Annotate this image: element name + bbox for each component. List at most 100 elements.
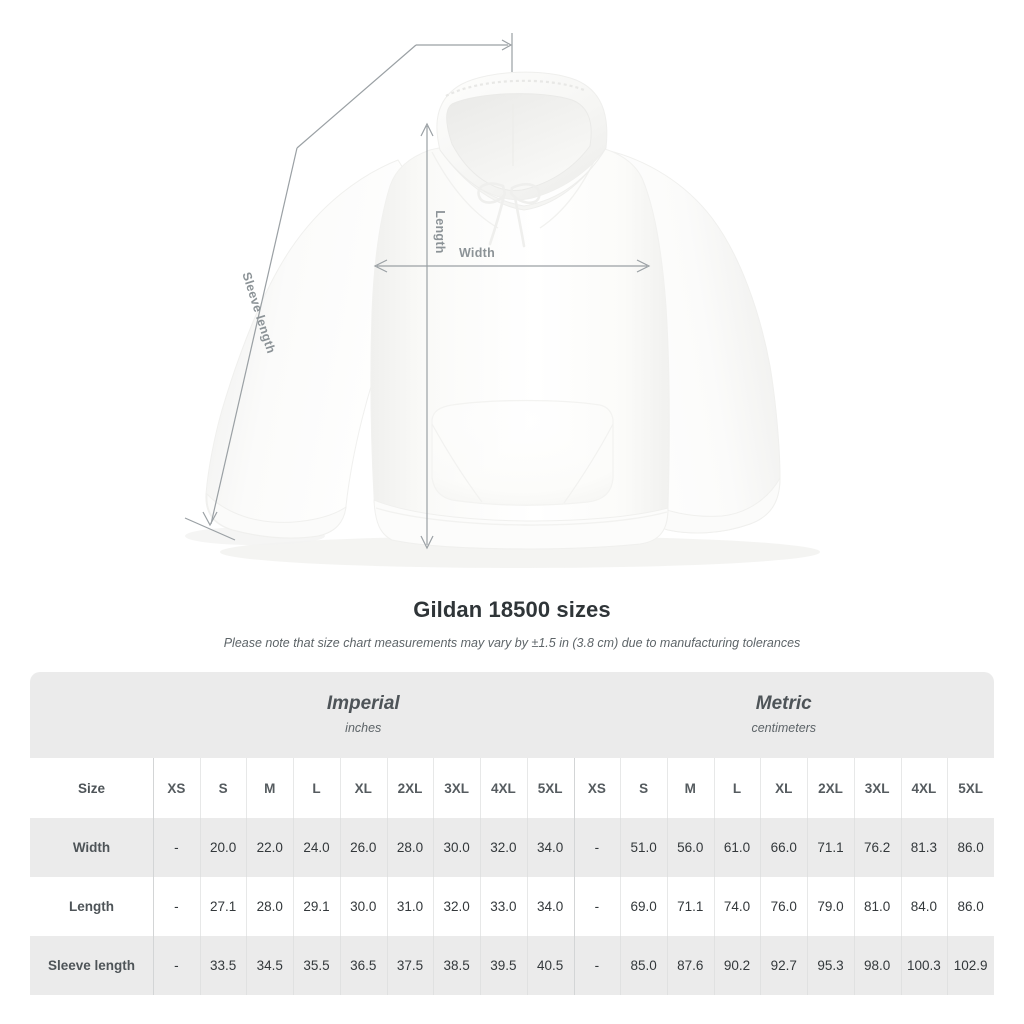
cell-length-imperial-xl: 30.0 <box>339 877 387 936</box>
cell-length-metric-l: 74.0 <box>713 877 761 936</box>
unit-banner-spacer <box>30 672 153 758</box>
cell-width-metric-m: 56.0 <box>666 818 714 877</box>
garment-shadow <box>220 536 820 568</box>
cell-sleeve-length-metric-5xl: 102.9 <box>947 936 995 995</box>
cell-length-metric-xs: - <box>573 877 621 936</box>
header-size-metric-4xl: 4XL <box>900 758 948 818</box>
header-size-imperial-m: M <box>246 758 294 818</box>
sleeve-guide-diagonal-upper <box>296 44 417 149</box>
header-size-imperial-s: S <box>199 758 247 818</box>
cell-width-imperial-4xl: 32.0 <box>480 818 527 877</box>
cell-width-metric-4xl: 81.3 <box>900 818 948 877</box>
cell-width-imperial-s: 20.0 <box>199 818 247 877</box>
cell-sleeve-length-imperial-3xl: 38.5 <box>433 936 481 995</box>
cell-width-metric-5xl: 86.0 <box>947 818 995 877</box>
cell-sleeve-length-metric-l: 90.2 <box>713 936 761 995</box>
cell-width-imperial-xl: 26.0 <box>339 818 387 877</box>
cell-length-imperial-m: 28.0 <box>246 877 294 936</box>
cell-width-metric-l: 61.0 <box>713 818 761 877</box>
cell-sleeve-length-metric-4xl: 100.3 <box>900 936 948 995</box>
neckline <box>439 147 607 211</box>
measurement-guides <box>184 33 651 550</box>
header-size-metric-3xl: 3XL <box>853 758 901 818</box>
cell-sleeve-length-imperial-s: 33.5 <box>199 936 247 995</box>
table-row: Width -20.0 22.0 24.0 26.0 28.0 30.0 32.0 34.0-5… <box>30 818 995 877</box>
header-size-imperial-4xl: 4XL <box>480 758 527 818</box>
width-guide-arrowhead-right <box>636 259 651 273</box>
cell-sleeve-length-imperial-5xl: 40.5 <box>526 936 574 995</box>
cell-sleeve-length-imperial-4xl: 39.5 <box>480 936 527 995</box>
kangaroo-pocket <box>431 399 614 506</box>
tolerance-note: Please note that size chart measurements… <box>223 636 801 650</box>
unit-banner-row: Imperial inches Metric centimeters <box>30 672 995 758</box>
cell-width-metric-xl: 66.0 <box>760 818 808 877</box>
cell-width-imperial-2xl: 28.0 <box>386 818 434 877</box>
row-label-sleeve-length: Sleeve length <box>30 936 153 995</box>
cell-length-imperial-2xl: 31.0 <box>386 877 434 936</box>
cell-width-imperial-m: 22.0 <box>246 818 294 877</box>
cell-width-metric-2xl: 71.1 <box>807 818 854 877</box>
cell-sleeve-length-metric-xl: 92.7 <box>760 936 808 995</box>
title-block: Gildan 18500 sizes Please note that size… <box>0 596 1024 651</box>
page-title: Gildan 18500 sizes <box>413 597 611 622</box>
cell-sleeve-length-metric-xs: - <box>573 936 621 995</box>
cell-sleeve-length-imperial-xl: 36.5 <box>339 936 387 995</box>
header-size-imperial-xs: XS <box>153 758 200 818</box>
cell-length-imperial-5xl: 34.0 <box>526 877 574 936</box>
hem-seam <box>375 507 668 526</box>
pocket-right-seam <box>563 423 614 504</box>
header-size-metric-m: M <box>666 758 714 818</box>
size-header-row: Size XS S M L XL 2XL 3XL 4XL 5XL XS S M L XL 2XL 3XL 4XL 5… <box>30 758 995 818</box>
header-size-imperial-5xl: 5XL <box>526 758 574 818</box>
header-size-metric-xs: XS <box>573 758 621 818</box>
length-guide-arrowhead-top <box>420 122 434 137</box>
sleeve-guide-tick-bottom <box>184 517 236 541</box>
left-cuff <box>206 492 347 539</box>
unit-sub-imperial: inches <box>345 721 382 735</box>
row-label-length: Length <box>30 877 153 936</box>
cell-sleeve-length-metric-m: 87.6 <box>666 936 714 995</box>
sleeve-guide-arrowhead-top <box>501 39 513 51</box>
shoulder-seam-left <box>431 151 499 229</box>
cell-sleeve-length-imperial-2xl: 37.5 <box>386 936 434 995</box>
width-label: Width <box>459 246 495 260</box>
cell-sleeve-length-imperial-l: 35.5 <box>293 936 340 995</box>
length-guide-arrowhead-bottom <box>420 535 434 550</box>
unit-banner-imperial: Imperial inches <box>153 672 574 758</box>
header-size-imperial-2xl: 2XL <box>386 758 434 818</box>
cell-length-metric-3xl: 81.0 <box>853 877 901 936</box>
cell-length-metric-m: 71.1 <box>666 877 714 936</box>
unit-banner-metric: Metric centimeters <box>573 672 995 758</box>
header-size-metric-l: L <box>713 758 761 818</box>
header-size-imperial-l: L <box>293 758 340 818</box>
unit-name-metric: Metric <box>755 693 812 714</box>
cell-sleeve-length-metric-2xl: 95.3 <box>807 936 854 995</box>
garment-shape <box>185 71 820 568</box>
header-size-imperial-3xl: 3XL <box>433 758 481 818</box>
width-guide-arrowhead-left <box>373 259 388 273</box>
sleeve-guide-diagonal-lower <box>210 147 298 525</box>
table-row: Sleeve length - 33.5 34.5 35.5 36.5 37.5 38.5 39… <box>30 936 995 995</box>
cell-sleeve-length-metric-3xl: 98.0 <box>853 936 901 995</box>
header-size-metric-5xl: 5XL <box>947 758 995 818</box>
unit-name-imperial: Imperial <box>326 693 400 714</box>
hood-edge-stitch <box>445 79 585 97</box>
hood-inner <box>446 93 592 191</box>
cell-sleeve-length-imperial-m: 34.5 <box>246 936 294 995</box>
header-size-metric-xl: XL <box>760 758 808 818</box>
cell-width-imperial-l: 24.0 <box>293 818 340 877</box>
unit-sub-metric: centimeters <box>751 721 817 735</box>
cell-length-metric-2xl: 79.0 <box>807 877 854 936</box>
header-size-metric-s: S <box>620 758 667 818</box>
size-chart-table-wrapper: Imperial inches Metric centimeters Size XS S M L… <box>30 672 995 995</box>
header-size-metric-2xl: 2XL <box>807 758 854 818</box>
cell-length-metric-xl: 76.0 <box>760 877 808 936</box>
row-label-width: Width <box>30 818 153 877</box>
cell-length-imperial-l: 29.1 <box>293 877 340 936</box>
cell-length-metric-s: 69.0 <box>620 877 667 936</box>
size-chart-table: Imperial inches Metric centimeters Size XS S M L… <box>30 672 995 995</box>
cell-width-imperial-3xl: 30.0 <box>433 818 481 877</box>
pocket-left-seam <box>431 423 483 503</box>
drawstring-bow <box>477 182 541 248</box>
cell-length-imperial-xs: - <box>153 877 200 936</box>
